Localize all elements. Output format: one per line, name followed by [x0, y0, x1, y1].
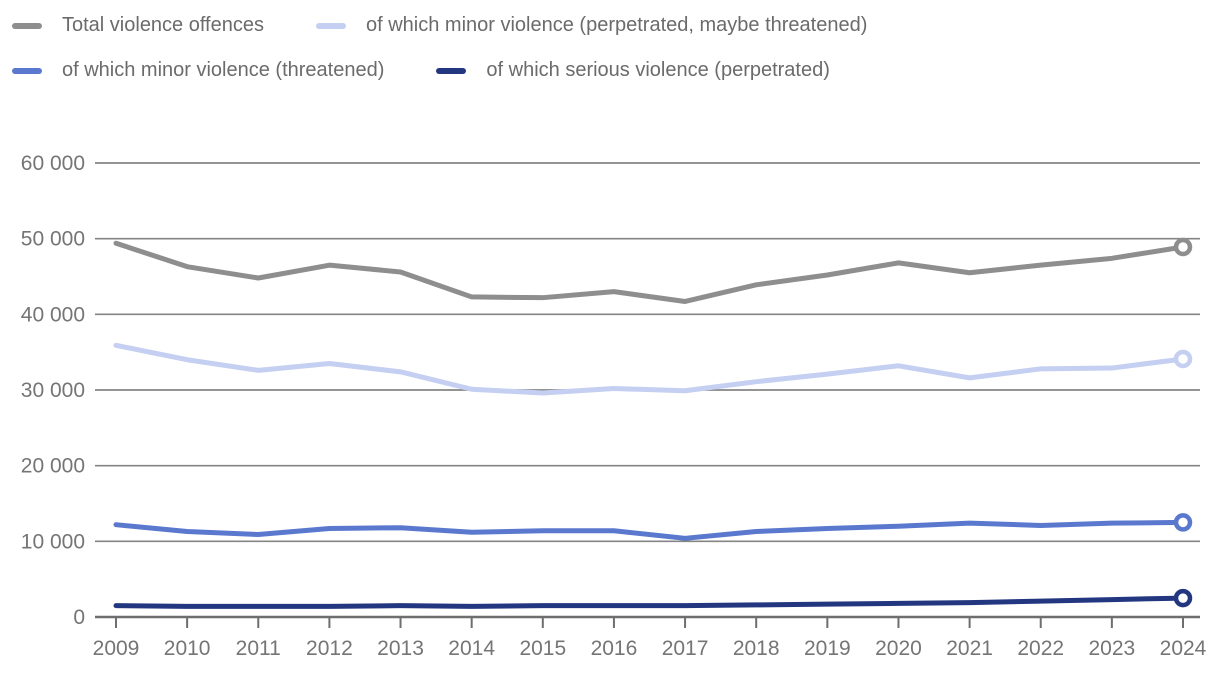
x-tick-label: 2018	[733, 637, 780, 660]
x-tick-label: 2020	[875, 637, 922, 660]
legend-swatch-icon	[12, 22, 42, 29]
y-tick-label: 20 000	[21, 455, 85, 478]
series-end-marker-0[interactable]	[1173, 237, 1193, 257]
legend-item-label: of which minor violence (perpetrated, ma…	[365, 14, 868, 36]
x-tick-label: 2019	[804, 637, 851, 660]
series-line-1[interactable]	[113, 342, 1186, 396]
y-tick-label: 60 000	[21, 152, 85, 175]
x-tick-label: 2010	[164, 637, 211, 660]
x-tick-label: 2015	[519, 637, 566, 660]
x-tick-label: 2013	[377, 637, 424, 660]
legend-swatch-icon	[12, 67, 42, 74]
legend-swatch-icon	[436, 67, 467, 74]
legend-item-label: Total violence offences	[62, 14, 264, 36]
y-tick-label: 10 000	[21, 530, 85, 553]
legend-row: Total violence offences of which minor vi…	[12, 14, 867, 37]
chart-legend: Total violence offences of which minor vi…	[12, 14, 867, 82]
legend-item[interactable]: of which minor violence (threatened)	[12, 59, 384, 82]
x-tick-label: 2014	[448, 637, 495, 660]
x-tick-label: 2022	[1017, 637, 1064, 660]
x-tick-label: 2021	[946, 637, 993, 660]
y-tick-label: 30 000	[21, 379, 85, 402]
legend-item[interactable]: of which minor violence (perpetrated, ma…	[315, 14, 868, 37]
x-tick-label: 2016	[591, 637, 638, 660]
legend-swatch-icon	[315, 22, 346, 29]
series-line-2[interactable]	[113, 519, 1186, 541]
series-end-marker-2[interactable]	[1173, 513, 1193, 532]
y-tick-label: 40 000	[21, 303, 85, 326]
legend-item-label: of which serious violence (perpetrated)	[486, 59, 830, 81]
x-tick-label: 2024	[1160, 637, 1207, 660]
x-tick-label: 2017	[662, 637, 709, 660]
series-line-3[interactable]	[113, 595, 1186, 609]
series-end-marker-3[interactable]	[1173, 588, 1193, 608]
legend-item[interactable]: Total violence offences	[12, 14, 264, 37]
x-tick-label: 2023	[1089, 637, 1136, 660]
x-tick-label: 2009	[93, 637, 140, 660]
series-end-marker-1[interactable]	[1173, 349, 1193, 369]
y-tick-label: 0	[73, 606, 85, 629]
y-tick-label: 50 000	[21, 228, 85, 251]
x-tick-label: 2011	[236, 637, 281, 660]
legend-item[interactable]: of which serious violence (perpetrated)	[436, 59, 830, 82]
legend-row: of which minor violence (threatened) of w…	[12, 59, 867, 82]
x-tick-label: 2012	[306, 637, 353, 660]
series-line-0[interactable]	[113, 240, 1186, 304]
legend-item-label: of which minor violence (threatened)	[62, 59, 385, 81]
